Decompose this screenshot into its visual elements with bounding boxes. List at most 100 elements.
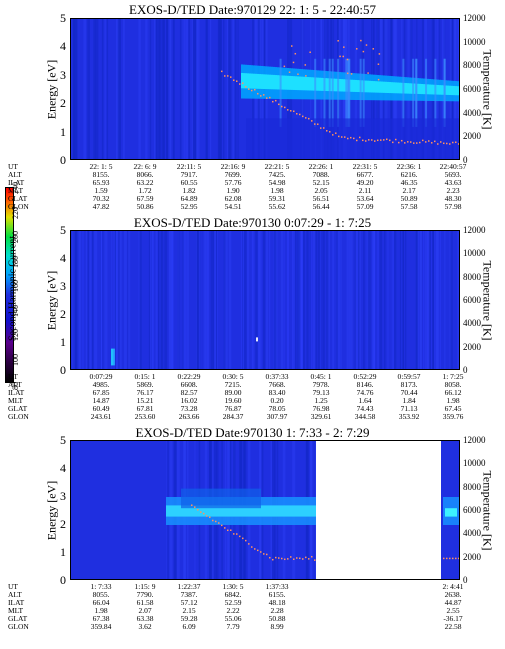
temperature-point (346, 58, 349, 61)
orbit-cell: 48.30 (444, 194, 462, 203)
spectrogram-cell (285, 75, 287, 90)
spectrogram-cell (254, 505, 256, 517)
y-tick-label: 4 (60, 251, 66, 265)
spectrogram-cell (184, 505, 186, 517)
spectrogram-streak (152, 231, 154, 369)
orbit-cell: 74.76 (356, 388, 374, 397)
orbit-cell: 1:15: 9 (134, 582, 156, 591)
spectrogram-cell (238, 505, 240, 517)
orbit-cell: 7790. (136, 590, 154, 599)
spectrogram-cell (305, 76, 307, 91)
spectrogram-streak (384, 231, 386, 369)
orbit-cell: 57.58 (400, 202, 418, 211)
spectrogram-cell (293, 76, 295, 90)
temperature-point (398, 141, 400, 144)
spectrogram-streak (127, 231, 131, 369)
spectrogram-cell (261, 74, 263, 89)
spectrogram-streak (183, 231, 185, 369)
temperature-point (233, 79, 235, 81)
spectrogram-streak (359, 58, 362, 127)
y-right-tick-label: 6000 (463, 84, 481, 94)
temperature-point (242, 82, 244, 84)
spectrogram-streak (94, 231, 98, 369)
orbit-cell: 55.62 (268, 202, 286, 211)
temperature-point (191, 504, 193, 506)
temperature-point (254, 88, 256, 91)
orbit-cell: 253.60 (134, 412, 156, 421)
orbit-cell: 65.93 (92, 178, 110, 187)
orbit-cell: 6216. (400, 170, 418, 179)
spectrogram-streak (317, 231, 321, 369)
spectrogram-streak (200, 231, 202, 369)
temperature-point (374, 140, 376, 142)
orbit-cell: 8055. (92, 590, 110, 599)
y-right-tick-label: 12000 (463, 13, 486, 23)
spectrogram-streak (377, 231, 379, 369)
orbit-cell: 22:11: 5 (176, 162, 202, 171)
temperature-point (449, 143, 451, 145)
orbit-cell: 284.37 (222, 412, 244, 421)
temperature-point (314, 559, 316, 561)
spectrogram-cell (194, 505, 196, 517)
spectrogram-cell (300, 505, 302, 517)
y-right-tick-label: 0 (463, 365, 468, 375)
spectrogram-cell (242, 505, 244, 517)
orbit-cell: 89.00 (224, 388, 242, 397)
spectrogram-cell (282, 505, 284, 517)
orbit-cell: 43.63 (444, 178, 462, 187)
spectrogram-cell (168, 505, 170, 517)
orbit-cell: 74.43 (356, 404, 374, 413)
temperature-point (377, 78, 380, 81)
orbit-cell: 263.66 (178, 412, 200, 421)
spectrogram-streak (345, 58, 348, 127)
temperature-point (290, 556, 292, 558)
spectrogram-streak (85, 231, 88, 369)
orbit-cell: 22:26: 1 (308, 162, 334, 171)
orbit-row-ilat: ILAT 67.85 76.17 82.57 89.00 83.40 79.13 74.76 7… (0, 389, 505, 397)
spectrogram-cell (302, 505, 304, 517)
temperature-point (293, 110, 295, 113)
spectrogram-cell (224, 505, 226, 517)
orbit-cell: 16.02 (180, 396, 198, 405)
spectrogram-cell (267, 74, 269, 90)
spectrogram-cell (437, 84, 439, 95)
temperature-point (236, 80, 238, 83)
spectrogram-cell (288, 505, 290, 517)
orbit-cell: 6677. (356, 170, 374, 179)
spectrogram-cell (232, 505, 234, 517)
temperature-point (422, 139, 424, 142)
orbit-cell: 7.79 (226, 622, 240, 631)
spectrogram-cell (299, 76, 301, 91)
orbit-cell: 1.98 (270, 186, 284, 195)
spectrogram-streak (378, 231, 380, 369)
temperature-point (233, 533, 235, 535)
y-right-tick-label: 10000 (463, 458, 486, 469)
orbit-cell: 83.40 (268, 388, 286, 397)
temperature-point (266, 97, 268, 99)
orbit-cell: 0:30: 5 (222, 372, 244, 381)
temperature-point (377, 139, 379, 142)
spectrogram-streak (226, 231, 228, 369)
spectrogram-streak (312, 231, 316, 369)
spectrogram-cell (297, 76, 299, 91)
temperature-point (346, 72, 349, 75)
colorbar-tick-label: 100 (11, 353, 20, 366)
temperature-point (443, 142, 445, 145)
spectrogram-streak (150, 231, 152, 369)
orbit-cell: 1:22:37 (177, 582, 201, 591)
orbit-row-label: MLT (8, 186, 24, 195)
orbit-cell: 8173. (400, 380, 418, 389)
spectrogram-streak (205, 19, 208, 159)
spectrogram-cell (178, 505, 180, 517)
y-right-tick-label: 6000 (463, 505, 481, 515)
temperature-point (350, 136, 352, 139)
spectrogram-streak (72, 19, 76, 159)
temperature-point (278, 103, 280, 106)
y-tick-label: 2 (60, 96, 66, 111)
spectrogram-cell (379, 81, 381, 93)
spectrogram-cell (259, 74, 261, 89)
y-tick-label: 3 (60, 67, 66, 82)
orbit-cell: 7978. (312, 380, 330, 389)
y-right-axis-label: Temperature [K] (480, 49, 495, 130)
temperature-point (224, 75, 226, 77)
